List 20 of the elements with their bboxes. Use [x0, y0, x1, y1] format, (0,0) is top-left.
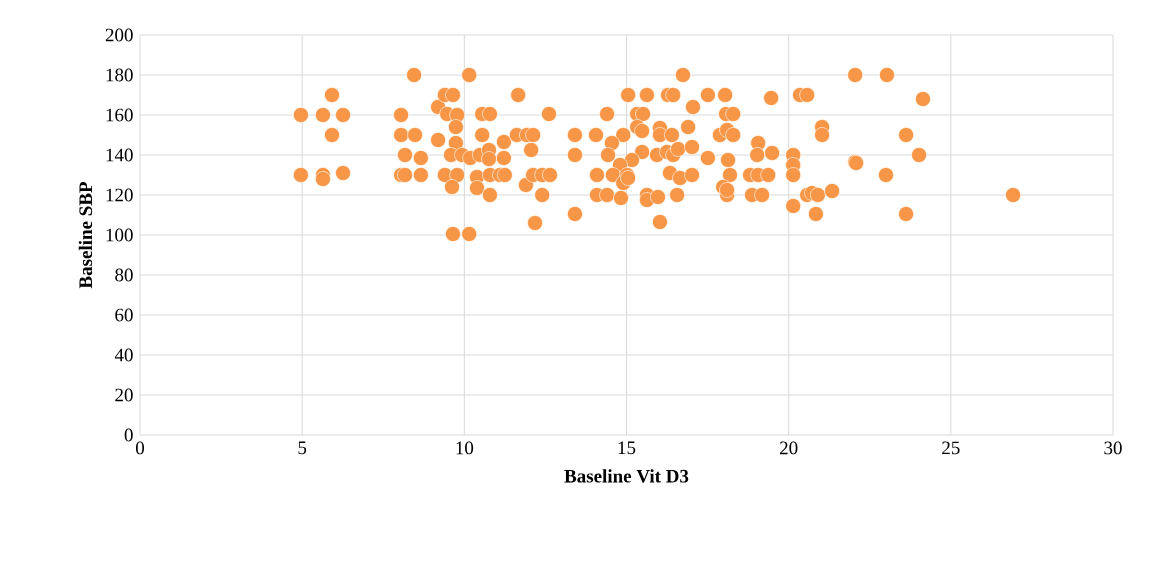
y-tick-label: 140 [106, 148, 133, 162]
y-tick-label: 20 [115, 388, 133, 402]
y-tick-label: 200 [105, 28, 133, 42]
y-tick-label: 40 [114, 348, 133, 362]
x-tick-label: 10 [456, 441, 474, 455]
x-tick-label: 5 [298, 441, 307, 455]
y-tick-label: 0 [124, 428, 133, 442]
y-tick-label: 60 [115, 308, 133, 322]
x-axis-title: Baseline Vit D3 [564, 469, 689, 483]
x-tick-label: 20 [780, 441, 798, 455]
x-tick-label: 0 [135, 441, 145, 455]
y-tick-label: 180 [106, 68, 133, 82]
y-tick-label: 160 [106, 108, 133, 122]
y-tick-label: 80 [115, 268, 133, 282]
x-tick-label: 30 [1104, 441, 1122, 455]
x-tick-label: 15 [618, 441, 636, 455]
x-tick-label: 25 [942, 441, 960, 455]
y-tick-label: 100 [106, 228, 133, 242]
y-axis-title: Baseline SBP [78, 181, 93, 289]
y-tick-label: 120 [106, 188, 133, 202]
